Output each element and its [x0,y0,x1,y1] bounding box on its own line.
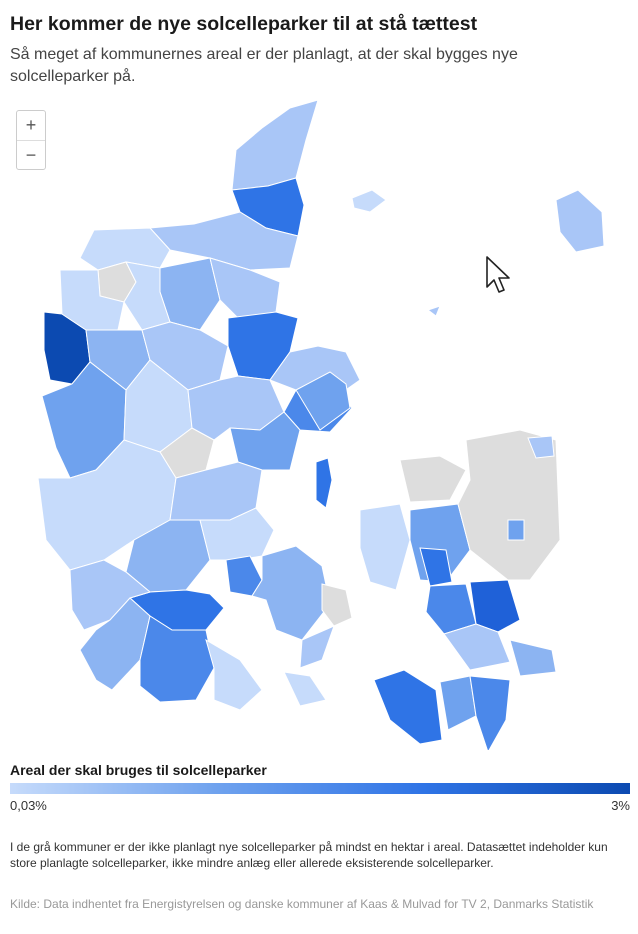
municipality[interactable] [419,547,453,587]
zoom-in-button[interactable]: + [17,111,45,141]
municipality[interactable] [469,675,511,750]
zoom-control: + − [16,110,46,170]
municipality[interactable] [251,545,331,641]
municipality[interactable] [507,519,525,541]
municipality[interactable] [426,305,441,317]
municipality[interactable] [359,503,411,591]
municipality[interactable] [509,639,557,677]
legend-min-label: 0,03% [10,798,47,813]
municipality[interactable] [469,579,521,633]
municipality[interactable] [443,623,511,671]
municipality[interactable] [527,435,555,459]
municipality[interactable] [351,189,387,213]
municipality[interactable] [555,189,605,253]
zoom-out-button[interactable]: − [25,145,37,165]
municipality[interactable] [295,371,351,431]
municipality[interactable] [457,429,561,581]
source-credit: Kilde: Data indhentet fra Energistyrelse… [10,897,594,911]
municipality[interactable] [148,211,299,271]
page-subtitle: Så meget af kommunernes areal er der pla… [10,46,518,85]
municipality[interactable] [199,507,275,561]
municipality[interactable] [139,615,215,703]
municipality[interactable] [59,269,125,331]
municipality[interactable] [321,583,353,627]
page-title: Her kommer de nye solcelleparker til at … [10,13,478,35]
municipality[interactable] [231,99,319,191]
denmark-map[interactable] [0,90,638,750]
municipality[interactable] [399,455,467,503]
legend-max-label: 3% [611,798,630,813]
municipality[interactable] [299,625,335,669]
municipality[interactable] [439,675,477,731]
municipality[interactable] [283,671,327,707]
municipality[interactable] [373,669,443,745]
municipality[interactable] [315,457,333,509]
legend-color-bar [10,783,630,794]
legend-title: Areal der skal bruges til solcelleparker [10,762,267,778]
arrow-cursor-icon [486,256,510,293]
municipality[interactable] [205,638,263,711]
footnote: I de grå kommuner er der ikke planlagt n… [10,840,608,870]
